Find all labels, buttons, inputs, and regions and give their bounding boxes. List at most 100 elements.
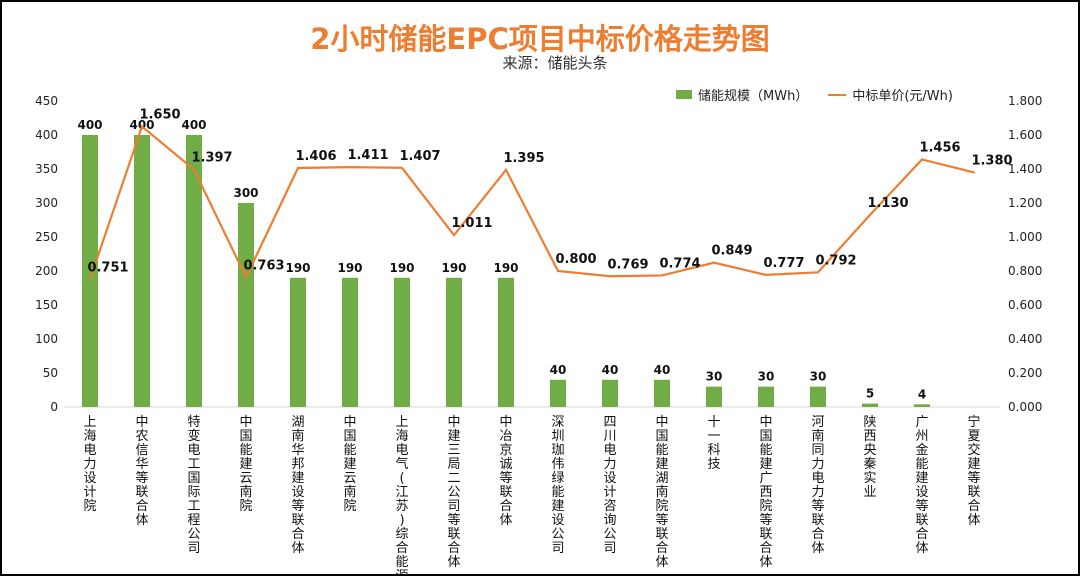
x-tick-label-char: 合 <box>499 499 512 514</box>
bar-data-label: 4 <box>918 387 926 401</box>
y-right-tick: 0.400 <box>1008 332 1042 346</box>
x-tick-label-char: 体 <box>499 513 512 528</box>
x-tick-label-char: 司 <box>603 541 616 556</box>
bar-data-label: 190 <box>337 261 362 275</box>
x-tick-label-char: 计 <box>83 485 96 500</box>
x-tick-label-char: 体 <box>135 513 148 528</box>
line-point <box>817 271 819 274</box>
x-tick-label-char: 等 <box>811 498 824 514</box>
line-data-label: 1.130 <box>867 196 908 211</box>
x-tick-label-char: 宁 <box>967 414 980 430</box>
bar-data-label: 300 <box>233 186 258 200</box>
x-tick-label-char: 等 <box>291 498 304 514</box>
bar <box>602 379 618 407</box>
x-tick-label-char: 苏 <box>395 498 408 514</box>
x-tick-label-char: 公 <box>603 527 616 542</box>
bar <box>706 386 722 407</box>
bar-data-label: 40 <box>550 363 567 377</box>
bar-data-label: 400 <box>77 118 102 132</box>
line-point <box>557 270 559 272</box>
x-tick-label-char: 合 <box>915 527 928 542</box>
x-tick-label-char: 南 <box>343 484 356 500</box>
x-tick-label-char: 十 <box>707 415 720 430</box>
x-tick-label-char: 四 <box>603 415 616 430</box>
x-tick-label-char: 国 <box>239 429 252 444</box>
x-tick-label-char: 建 <box>551 499 564 514</box>
x-tick-label-char: 电 <box>395 443 408 458</box>
line-data-label: 0.792 <box>815 253 856 268</box>
x-tick-label-char: 同 <box>811 443 824 458</box>
x-tick-label-char: 上 <box>395 415 408 430</box>
x-tick-label-char: 华 <box>291 443 304 458</box>
bar <box>134 135 150 407</box>
x-tick-label-char: 变 <box>187 428 200 444</box>
bar-data-label: 190 <box>285 261 310 275</box>
x-tick-label-char: 公 <box>187 527 200 542</box>
x-tick-label-char: 司 <box>551 541 564 556</box>
x-tick-label-char: 联 <box>811 513 824 528</box>
y-left-tick: 450 <box>35 94 58 108</box>
line-data-label: 1.650 <box>139 108 180 123</box>
x-tick-label-char: 源 <box>395 569 408 576</box>
line-point <box>869 213 871 216</box>
x-tick-label-char: 技 <box>707 457 720 472</box>
line-data-label: 1.395 <box>503 151 544 166</box>
y-right-tick: 1.400 <box>1008 162 1042 176</box>
y-left-tick: 400 <box>35 128 58 142</box>
x-tick-label-char: 联 <box>135 485 148 500</box>
x-tick-label-char: 司 <box>447 499 460 514</box>
line-data-label: 0.763 <box>243 258 284 273</box>
line-data-label: 0.800 <box>555 252 596 267</box>
x-tick-label-char: 陕 <box>863 415 876 430</box>
line-data-label: 1.411 <box>347 148 388 163</box>
x-tick-label-char: 司 <box>187 541 200 556</box>
x-tick-label-char: 等 <box>447 512 460 528</box>
x-tick-label-char: 建 <box>239 457 252 472</box>
x-tick-label-char: 秦 <box>863 457 876 472</box>
x-tick-label-char: 业 <box>863 485 876 500</box>
x-tick-label-char: 综 <box>395 527 408 542</box>
x-tick-label-char: 咨 <box>603 499 616 514</box>
line-point <box>713 261 715 264</box>
x-tick-label-char: 特 <box>187 415 200 430</box>
x-tick-label-char: 建 <box>759 457 772 472</box>
y-right-tick: 0.000 <box>1008 400 1042 414</box>
line-data-label: 1.380 <box>971 153 1012 168</box>
legend-line-label: 中标单价(元/Wh) <box>852 89 953 104</box>
x-tick-label-char: 绿 <box>551 471 564 486</box>
bar <box>446 277 462 407</box>
y-left-tick: 50 <box>43 366 58 380</box>
x-tick-label-char: 能 <box>915 457 928 472</box>
x-tick-label-char: 能 <box>655 443 668 458</box>
x-tick-label-char: 西 <box>863 429 876 444</box>
line-data-label: 1.406 <box>295 149 336 164</box>
x-tick-label-char: 体 <box>759 555 772 570</box>
x-tick-label-char: 邦 <box>291 457 304 472</box>
x-tick-label-char: 中 <box>343 415 356 430</box>
x-tick-label-char: 院 <box>343 499 356 514</box>
bar <box>498 277 514 407</box>
x-tick-label-char: 南 <box>239 484 252 500</box>
y-left-tick: 350 <box>35 162 58 176</box>
x-tick-label-char: 南 <box>811 428 824 444</box>
bar <box>238 203 254 407</box>
bar-data-label: 190 <box>441 261 466 275</box>
bar <box>550 379 566 407</box>
x-tick-label-char: 二 <box>447 471 460 486</box>
bar-data-label: 190 <box>493 261 518 275</box>
x-tick-label-char: 海 <box>83 429 96 444</box>
x-tick-label-char: 信 <box>135 443 148 458</box>
x-tick-label-char: 能 <box>551 485 564 500</box>
x-tick-label-char: 建 <box>655 457 668 472</box>
bar-data-label: 400 <box>129 118 154 132</box>
x-tick-label-char: 力 <box>603 457 616 472</box>
x-tick-label-char: 能 <box>239 443 252 458</box>
x-tick-label-char: 国 <box>343 429 356 444</box>
x-tick-label-char: 中 <box>499 415 512 430</box>
x-tick-label-char: 湖 <box>655 471 668 486</box>
line-point <box>349 166 351 169</box>
line-point <box>297 166 299 169</box>
x-tick-label-char: 中 <box>759 415 772 430</box>
x-tick-label-char: 南 <box>655 484 668 500</box>
line-point <box>661 274 663 277</box>
